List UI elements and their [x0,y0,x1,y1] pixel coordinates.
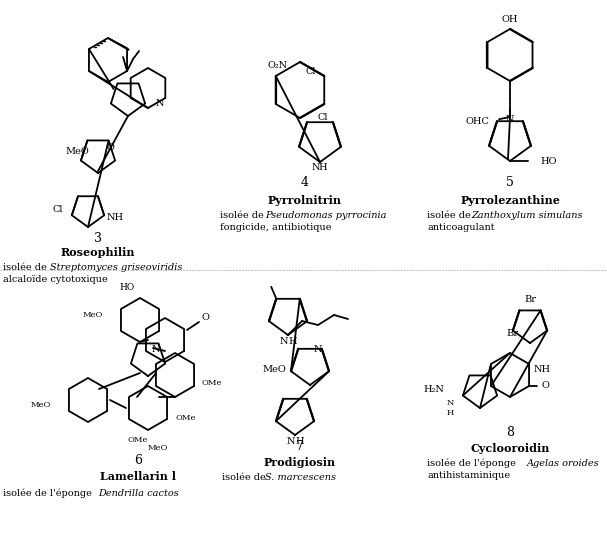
Text: O: O [541,382,549,390]
Text: Br: Br [506,328,518,337]
Text: fongicide, antibiotique: fongicide, antibiotique [220,224,331,232]
Text: H: H [296,438,304,446]
Text: anticoagulant: anticoagulant [427,224,495,232]
Text: O: O [201,314,209,322]
Text: alcaloïde cytotoxique: alcaloïde cytotoxique [3,274,108,284]
Text: Cyclooroidin: Cyclooroidin [470,443,550,453]
Text: Pyrrolezanthine: Pyrrolezanthine [460,195,560,205]
Text: Lamellarin l: Lamellarin l [100,471,176,481]
Text: Agelas oroides: Agelas oroides [527,459,600,467]
Text: H: H [319,162,327,171]
Text: S. marcescens: S. marcescens [265,473,336,482]
Text: isolée de: isolée de [222,473,269,482]
Text: 4: 4 [301,176,309,190]
Text: MeO: MeO [65,148,89,156]
Text: Dendrilla cactos: Dendrilla cactos [98,488,178,497]
Polygon shape [108,38,129,50]
Text: HO: HO [120,284,135,293]
Text: isolée de l'éponge: isolée de l'éponge [427,458,519,468]
Text: OHC: OHC [465,117,489,126]
Text: H: H [446,409,453,417]
Text: O₂N: O₂N [268,60,288,70]
Text: Pyrrolnitrin: Pyrrolnitrin [268,195,342,205]
Text: N: N [314,345,322,355]
Text: Cl: Cl [317,113,328,122]
Text: N: N [287,438,295,446]
Text: MeO: MeO [148,444,168,452]
Text: Roseophilin: Roseophilin [61,246,135,258]
Text: OH: OH [502,15,518,24]
Text: N: N [506,114,514,123]
Text: N: N [280,336,288,345]
Text: HO: HO [540,156,557,165]
Text: MeO: MeO [83,311,103,319]
Text: isolée de: isolée de [3,262,50,272]
Text: isolée de l'éponge: isolée de l'éponge [3,488,95,497]
Text: Cl: Cl [306,66,316,75]
Text: H₂N: H₂N [423,385,444,395]
Text: N: N [156,99,164,107]
Text: Zanthoxylum simulans: Zanthoxylum simulans [471,211,583,219]
Text: MeO: MeO [30,401,51,409]
Text: 6: 6 [134,453,142,466]
Text: N: N [152,345,160,355]
Text: MeO: MeO [262,365,286,375]
Text: Pseudomonas pyrrocinia: Pseudomonas pyrrocinia [265,211,387,219]
Text: N: N [312,162,320,171]
Text: antihistaminique: antihistaminique [427,472,510,480]
Text: Br: Br [524,294,536,303]
Text: Prodigiosin: Prodigiosin [264,458,336,468]
Text: H: H [289,336,297,345]
Text: 7: 7 [296,440,304,453]
Text: OMe: OMe [128,436,148,444]
Text: 5: 5 [506,176,514,190]
Text: O: O [106,143,114,153]
Text: OMe: OMe [202,379,222,387]
Text: NH: NH [534,364,551,374]
Text: OMe: OMe [175,414,195,422]
Text: N: N [446,399,453,407]
Text: isolée de: isolée de [220,211,267,219]
Text: 8: 8 [506,425,514,439]
Text: 3: 3 [94,231,102,245]
Text: Cl: Cl [52,205,63,215]
Text: Streptomyces griseoviridis: Streptomyces griseoviridis [50,262,182,272]
Text: isolée de: isolée de [427,211,474,219]
Text: NH: NH [107,213,124,223]
